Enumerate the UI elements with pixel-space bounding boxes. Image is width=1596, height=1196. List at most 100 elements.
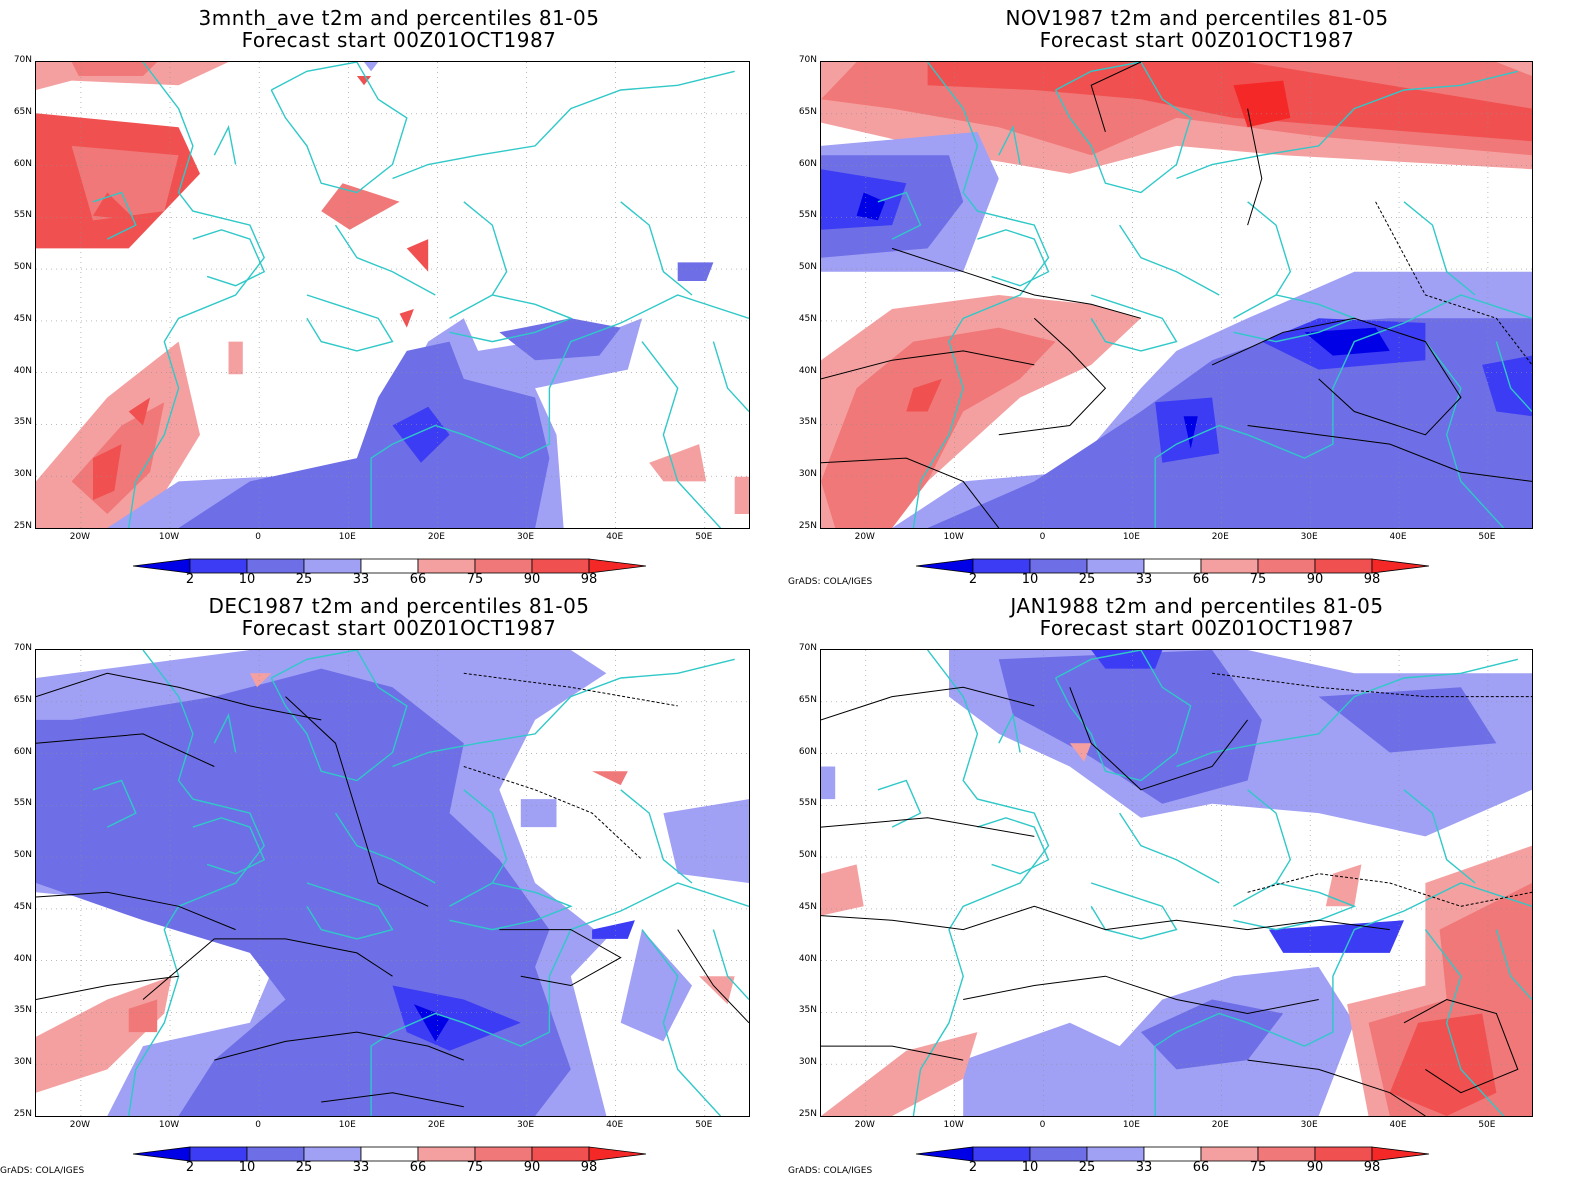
coastline [306, 294, 394, 352]
coastline [1119, 812, 1220, 884]
coastline [1119, 224, 1220, 296]
cold-percentile-region [998, 650, 1262, 804]
coastline [641, 929, 722, 1116]
temperature-contour [463, 766, 643, 861]
legend-swatch [1257, 558, 1316, 574]
cold-percentile-region [1140, 999, 1284, 1070]
temperature-contour [463, 672, 678, 707]
latitude-tick-label: 50N [13, 262, 32, 273]
latitude-tick-label: 60N [798, 158, 817, 169]
coastline [463, 789, 508, 884]
latitude-tick-label: 50N [798, 262, 817, 273]
panel-title: 3mnth_ave t2m and percentiles 81-05 [198, 6, 600, 30]
temperature-contour [285, 696, 429, 907]
legend-swatch [474, 1146, 533, 1162]
legend-swatch [1143, 1146, 1202, 1162]
legend-label: 90 [523, 1160, 541, 1175]
latitude-tick-label: 50N [13, 850, 32, 861]
temperature-contour [677, 929, 749, 1024]
longitude-tick-label: 30E [1300, 532, 1318, 542]
legend-label: 75 [1249, 572, 1267, 587]
coastline [1495, 929, 1532, 1000]
warm-percentile-region [1389, 1013, 1497, 1116]
latitude-tick-label: 25N [798, 1109, 817, 1119]
legend-colorbar [915, 558, 1430, 574]
legend-swatch [1200, 558, 1259, 574]
longitude-tick-label: 10W [943, 532, 964, 542]
latitude-tick-label: 25N [13, 521, 32, 531]
legend-label: 10 [1021, 1160, 1039, 1175]
coastline [1247, 789, 1292, 884]
legend-label: 2 [968, 1160, 978, 1175]
coastline [1090, 882, 1178, 940]
longitude-tick-label: 0 [255, 532, 262, 542]
warm-percentile-region [321, 183, 400, 230]
coastline [270, 650, 408, 782]
temperature-contour [1247, 108, 1263, 226]
latitude-tick-label: 60N [13, 158, 32, 169]
latitude-tick-label: 65N [13, 106, 32, 117]
legend-swatch [1086, 558, 1145, 574]
coastline [392, 70, 735, 180]
color-legend: 2 10 25 33 66 75 90 98 [915, 557, 1439, 587]
legend-label: 33 [352, 1160, 370, 1175]
cold-percentile-region [1482, 355, 1532, 417]
longitude-tick-label: 10E [1122, 1120, 1140, 1130]
latitude-tick-label: 25N [13, 1109, 32, 1119]
coastline [334, 224, 436, 296]
coastline [92, 779, 137, 828]
coastline [620, 789, 693, 884]
cold-percentile-region [392, 985, 521, 1051]
longitude-tick-label: 50E [1478, 532, 1496, 542]
map-area [820, 649, 1533, 1117]
temperature-contour [1403, 998, 1519, 1094]
warm-percentile-region [128, 999, 158, 1033]
panel-subtitle: Forecast start 00Z01OCT1987 [241, 28, 557, 52]
longitude-tick-label: 20W [854, 532, 875, 542]
legend-label: 2 [968, 572, 978, 587]
cold-percentile-region [1304, 327, 1390, 356]
legend-swatch [360, 1146, 419, 1162]
latitude-tick-label: 70N [13, 643, 32, 653]
legend-label: 90 [523, 572, 541, 587]
cold-percentile-region [178, 341, 550, 528]
latitude-tick-label: 35N [798, 417, 817, 428]
coastline [1247, 201, 1292, 296]
latitude-tick-label: 30N [798, 469, 817, 480]
color-legend: 2 10 25 33 66 75 90 98 [915, 1145, 1439, 1175]
cold-percentile-region [856, 192, 885, 221]
temperature-contour [36, 672, 322, 721]
latitude-tick-label: 40N [798, 365, 817, 376]
legend-swatch [972, 1146, 1031, 1162]
legend-label: 90 [1306, 572, 1324, 587]
warm-percentile-region [1233, 80, 1291, 128]
map-area [820, 61, 1533, 529]
coastline [1176, 70, 1518, 180]
legend-label: 10 [1021, 572, 1039, 587]
legend-swatch [531, 1146, 590, 1162]
temperature-contour [821, 457, 1000, 528]
legend-label: 25 [295, 572, 313, 587]
legend-colorbar [132, 558, 647, 574]
legend-swatch [303, 558, 362, 574]
temperature-contour [821, 1045, 964, 1061]
cold-percentile-region [1183, 416, 1198, 449]
coastline [877, 191, 922, 240]
coastline [370, 882, 749, 1116]
legend-swatch [474, 558, 533, 574]
grads-credit: GrADS: COLA/IGES [788, 577, 873, 587]
cold-percentile-region [1268, 920, 1404, 953]
legend-label: 66 [409, 1160, 427, 1175]
legend-swatch [1086, 1146, 1145, 1162]
coastline [977, 229, 1050, 287]
longitude-tick-label: 30E [516, 532, 535, 542]
legend-label: 75 [1249, 1160, 1267, 1175]
legend-swatch [1200, 1146, 1259, 1162]
legend-swatch [246, 1146, 305, 1162]
latitude-tick-label: 40N [13, 953, 32, 964]
longitude-tick-label: 0 [1039, 1120, 1046, 1130]
longitude-tick-label: 40E [606, 1120, 624, 1130]
latitude-tick-label: 30N [798, 1057, 817, 1068]
legend-label: 2 [185, 572, 195, 587]
temperature-contour [321, 1092, 464, 1108]
